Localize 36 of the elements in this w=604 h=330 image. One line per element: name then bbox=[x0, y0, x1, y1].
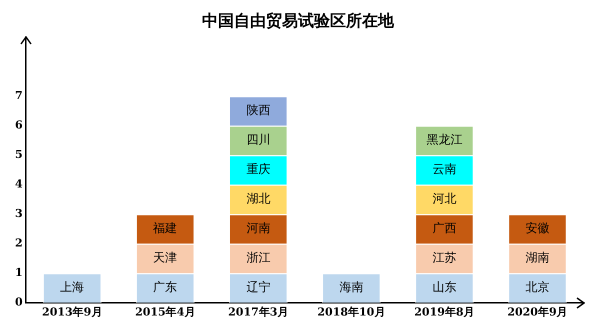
y-tick-label: 1 bbox=[15, 266, 23, 280]
x-tick-label: 2013年9月 bbox=[42, 305, 102, 318]
y-tick-label: 0 bbox=[15, 296, 23, 309]
data-label: 北京 bbox=[525, 280, 550, 294]
data-label: 海南 bbox=[339, 280, 364, 294]
data-label: 重庆 bbox=[246, 162, 270, 176]
data-label: 陕西 bbox=[246, 103, 270, 118]
data-label: 江苏 bbox=[432, 250, 456, 265]
data-label: 安徽 bbox=[525, 221, 550, 236]
data-label: 云南 bbox=[432, 162, 456, 176]
data-label: 天津 bbox=[153, 250, 178, 265]
x-tick-label: 2017年3月 bbox=[228, 305, 288, 318]
data-label: 湖南 bbox=[525, 250, 550, 265]
x-tick-label: 2020年9月 bbox=[507, 305, 568, 318]
data-label: 山东 bbox=[432, 280, 456, 294]
data-label: 四川 bbox=[246, 132, 270, 147]
data-label: 浙江 bbox=[246, 250, 270, 265]
data-label: 河南 bbox=[246, 221, 270, 236]
data-label: 河北 bbox=[432, 192, 456, 206]
chart-title: 中国自由贸易试验区所在地 bbox=[202, 10, 395, 30]
y-tick-label: 6 bbox=[15, 118, 23, 132]
y-tick-label: 2 bbox=[15, 236, 23, 250]
data-label: 湖北 bbox=[246, 192, 270, 206]
y-tick-label: 4 bbox=[15, 178, 23, 191]
x-tick-label: 2019年8月 bbox=[414, 305, 475, 318]
data-label: 上海 bbox=[60, 280, 84, 294]
y-tick-label: 7 bbox=[15, 89, 23, 102]
y-tick-label: 3 bbox=[15, 207, 23, 220]
data-label: 广西 bbox=[432, 221, 456, 236]
data-label: 广东 bbox=[153, 280, 178, 294]
data-label: 辽宁 bbox=[246, 280, 270, 294]
data-label: 黑龙江 bbox=[426, 132, 462, 147]
x-tick-label: 2018年10月 bbox=[317, 305, 386, 318]
x-tick-label: 2015年4月 bbox=[135, 305, 196, 318]
y-tick-label: 5 bbox=[15, 148, 23, 162]
data-label: 福建 bbox=[153, 221, 178, 236]
